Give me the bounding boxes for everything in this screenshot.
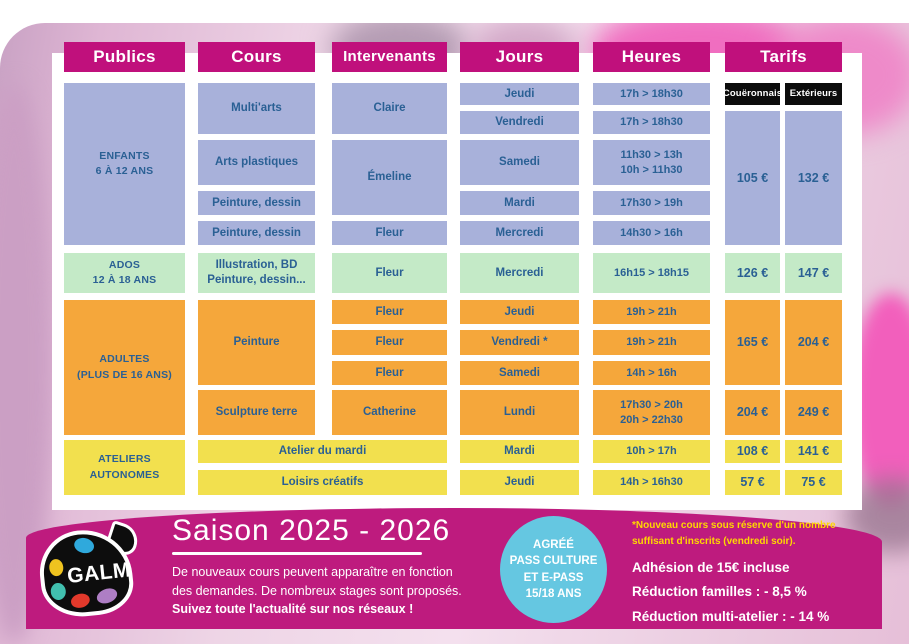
cell-tarif-coueronnais: 105 € <box>725 111 780 245</box>
cell-publics-adultes: ADULTES (PLUS DE 16 ANS) <box>64 300 185 435</box>
cell-tarif-exterieurs: 141 € <box>785 440 842 463</box>
cell-publics-enfants: ENFANTS 6 À 12 ANS <box>64 83 185 245</box>
season-description-bold: Suivez toute l'actualité sur nos réseaux… <box>172 601 414 616</box>
cell-tarif-coueronnais: 126 € <box>725 253 780 293</box>
cell-tarif-exterieurs: 75 € <box>785 470 842 495</box>
cell-jour: Samedi <box>460 361 579 385</box>
cell-heure: 17h > 18h30 <box>593 111 710 134</box>
cell-tarif-coueronnais: 165 € <box>725 300 780 385</box>
cell-tarif-exterieurs: 132 € <box>785 111 842 245</box>
column-header-jours: Jours <box>460 42 579 72</box>
cell-intervenant-fleur: Fleur <box>332 253 447 293</box>
cell-cours-sculpture-terre: Sculpture terre <box>198 390 315 435</box>
cell-cours-peinture-dessin: Peinture, dessin <box>198 221 315 245</box>
paint-dot-blue <box>72 536 96 555</box>
cell-cours-atelier-du-mardi: Atelier du mardi <box>198 440 447 463</box>
cell-jour: Jeudi <box>460 300 579 324</box>
cell-tarif-coueronnais: 57 € <box>725 470 780 495</box>
note-adhesion: Adhésion de 15€ incluse <box>632 560 790 575</box>
cell-cours-illustration: Illustration, BD Peinture, dessin... <box>198 253 315 293</box>
paint-dot-purple <box>94 585 120 607</box>
cell-jour: Mardi <box>460 191 579 215</box>
cell-jour: Jeudi <box>460 470 579 495</box>
cell-intervenant-catherine: Catherine <box>332 390 447 435</box>
cell-cours-peinture: Peinture <box>198 300 315 385</box>
cell-tarif-coueronnais: 108 € <box>725 440 780 463</box>
footer-band: GALM Saison 2025 - 2026 De nouveaux cour… <box>26 508 882 629</box>
cell-publics-ados: ADOS 12 À 18 ANS <box>64 253 185 293</box>
cell-heure: 17h30 > 19h <box>593 191 710 215</box>
cell-heure: 16h15 > 18h15 <box>593 253 710 293</box>
cell-tarif-exterieurs: 249 € <box>785 390 842 435</box>
cell-tarif-coueronnais: 204 € <box>725 390 780 435</box>
note-reduction-familles: Réduction familles : - 8,5 % <box>632 584 807 600</box>
cell-heure: 17h > 18h30 <box>593 83 710 105</box>
schedule-table: Publics Cours Intervenants Jours Heures … <box>64 42 842 495</box>
cell-heure: 11h30 > 13h 10h > 11h30 <box>593 140 710 185</box>
cell-heure: 14h30 > 16h <box>593 221 710 245</box>
cell-intervenant-fleur: Fleur <box>332 330 447 355</box>
cell-heure: 10h > 17h <box>593 440 710 463</box>
logo-text: GALM <box>66 558 132 588</box>
season-title: Saison 2025 - 2026 <box>172 514 451 547</box>
paint-dot-teal <box>49 582 67 601</box>
cell-jour: Mardi <box>460 440 579 463</box>
column-header-publics: Publics <box>64 42 185 72</box>
cell-heure: 17h30 > 20h 20h > 22h30 <box>593 390 710 435</box>
cell-tarif-exterieurs: 204 € <box>785 300 842 385</box>
season-block: Saison 2025 - 2026 De nouveaux cours peu… <box>172 514 502 616</box>
cell-jour: Lundi <box>460 390 579 435</box>
cell-intervenant-fleur: Fleur <box>332 221 447 245</box>
cell-cours-loisirs-creatifs: Loisirs créatifs <box>198 470 447 495</box>
cell-intervenant-fleur: Fleur <box>332 361 447 385</box>
cell-jour: Vendredi <box>460 111 579 134</box>
season-description: De nouveaux cours peuvent apparaître en … <box>172 565 462 598</box>
cell-intervenant-claire: Claire <box>332 83 447 134</box>
paint-dot-red <box>69 591 92 610</box>
cell-intervenant-emeline: Émeline <box>332 140 447 215</box>
tarif-subheader-exterieurs: Extérieurs <box>785 83 842 105</box>
tarif-subheader-coueronnais: Couëronnais <box>723 83 782 105</box>
cell-publics-ateliers: ATELIERS AUTONOMES <box>64 440 185 495</box>
cell-heure: 14h > 16h <box>593 361 710 385</box>
notes-block: *Nouveau cours sous réserve d'un nombre … <box>632 518 884 629</box>
column-header-intervenants: Intervenants <box>332 42 447 72</box>
column-header-heures: Heures <box>593 42 710 72</box>
title-underline <box>172 552 422 555</box>
cell-jour: Jeudi <box>460 83 579 105</box>
cell-heure: 14h > 16h30 <box>593 470 710 495</box>
cell-heure: 19h > 21h <box>593 300 710 324</box>
cell-jour: Mercredi <box>460 221 579 245</box>
cell-heure: 19h > 21h <box>593 330 710 355</box>
cell-jour: Vendredi * <box>460 330 579 355</box>
cell-cours-peinture-dessin: Peinture, dessin <box>198 191 315 215</box>
cell-jour: Mercredi <box>460 253 579 293</box>
paint-dot-yellow <box>48 558 65 577</box>
column-header-tarifs: Tarifs <box>725 42 842 72</box>
cell-cours-multiarts: Multi'arts <box>198 83 315 134</box>
pass-culture-badge: AGRÉÉ PASS CULTURE ET E-PASS 15/18 ANS <box>500 516 607 623</box>
galm-logo: GALM <box>35 520 144 622</box>
cell-tarif-exterieurs: 147 € <box>785 253 842 293</box>
footnote-new-course: *Nouveau cours sous réserve d'un nombre … <box>632 520 836 547</box>
note-reduction-multi-atelier: Réduction multi-atelier : - 14 % <box>632 608 830 624</box>
column-header-cours: Cours <box>198 42 315 72</box>
cell-cours-arts-plastiques: Arts plastiques <box>198 140 315 185</box>
cell-intervenant-fleur: Fleur <box>332 300 447 324</box>
cell-jour: Samedi <box>460 140 579 185</box>
